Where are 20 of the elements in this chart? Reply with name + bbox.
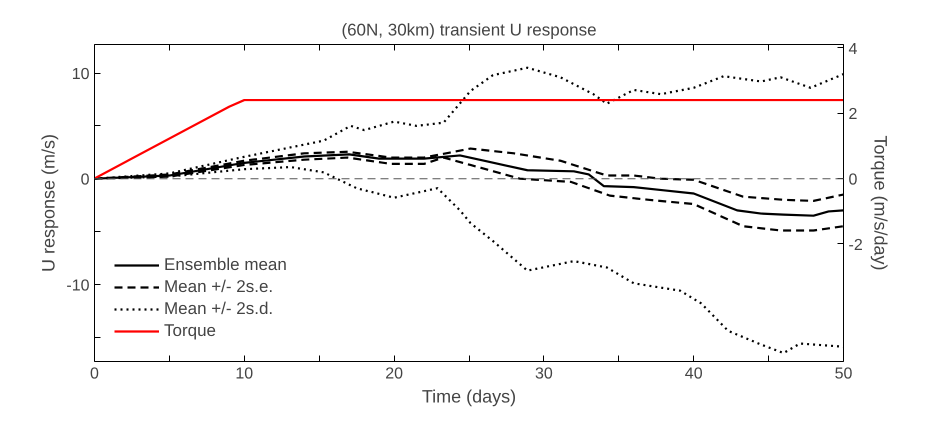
- x-tick-label: 40: [684, 366, 703, 382]
- x-axis-title: Time (days): [422, 386, 516, 406]
- x-tick-label: 10: [235, 366, 254, 382]
- legend-label: Mean +/- 2s.d.: [164, 299, 274, 319]
- y2-tick-label: 2: [848, 106, 858, 124]
- chart-title: (60N, 30km) transient U response: [341, 20, 597, 40]
- legend-label: Torque: [164, 321, 216, 341]
- legend-label: Mean +/- 2s.e.: [164, 277, 274, 297]
- y2-tick-label: 4: [848, 40, 858, 58]
- legend-label: Ensemble mean: [164, 255, 287, 275]
- y2-tick-label: -2: [848, 236, 863, 254]
- x-tick-label: 50: [834, 366, 852, 382]
- x-tick-label: 20: [385, 366, 404, 382]
- y-tick-label: -10: [66, 277, 90, 294]
- y-axis-title: U response (m/s): [38, 134, 58, 272]
- y2-axis-title: Torque (m/s/day): [870, 135, 891, 271]
- y2-tick-label: 0: [848, 171, 858, 188]
- x-tick-label: 30: [535, 366, 553, 382]
- y-tick-label: 10: [72, 66, 90, 84]
- y-tick-label: 0: [80, 172, 90, 189]
